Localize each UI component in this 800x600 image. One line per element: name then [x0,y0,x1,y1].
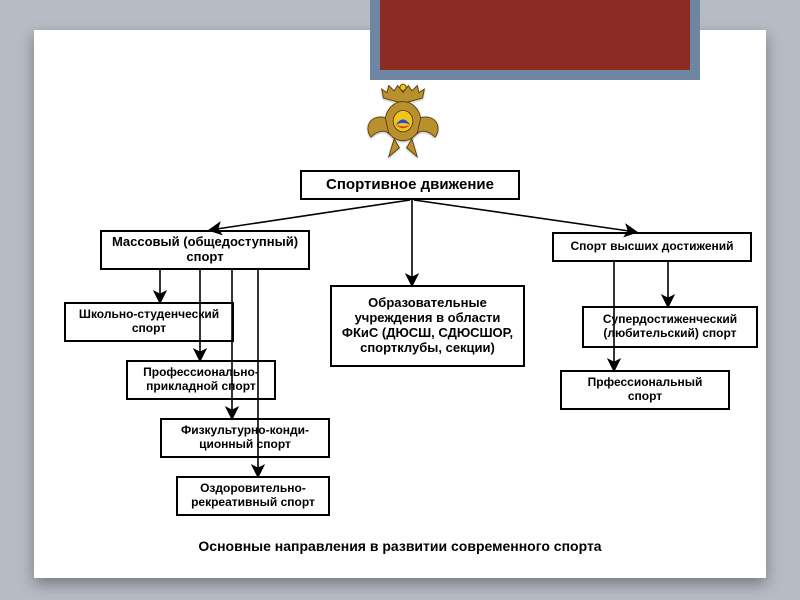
node-conditioning: Физкультурно-конди-ционный спорт [160,418,330,458]
node-label: Физкультурно-конди-ционный спорт [181,424,309,452]
node-label: Школьно-студенческийспорт [79,308,219,336]
node-mass-sport: Массовый (общедоступный)спорт [100,230,310,270]
node-label: Спортивное движение [326,176,494,193]
node-professional: Прфессиональныйспорт [560,370,730,410]
node-label: Прфессиональныйспорт [588,376,703,404]
banner-inner [380,0,690,70]
node-label: Профессионально-прикладной спорт [143,366,259,394]
node-label: Оздоровительно-рекреативный спорт [191,482,315,510]
node-school-student: Школьно-студенческийспорт [64,302,234,342]
diagram-stage: Спортивное движение Массовый (общедоступ… [0,0,800,600]
node-recreational: Оздоровительно-рекреативный спорт [176,476,330,516]
node-root: Спортивное движение [300,170,520,200]
coat-of-arms-icon [358,82,448,162]
node-super-achievement: Супердостиженческий(любительский) спорт [582,306,758,348]
node-professional-applied: Профессионально-прикладной спорт [126,360,276,400]
node-label: Спорт высших достижений [570,240,733,254]
node-label: Массовый (общедоступный)спорт [112,235,298,265]
node-label: Образовательныеучреждения в областиФКиС … [342,296,513,356]
node-high-achievement: Спорт высших достижений [552,232,752,262]
node-label: Супердостиженческий(любительский) спорт [603,313,737,341]
node-educational: Образовательныеучреждения в областиФКиС … [330,285,525,367]
caption-text: Основные направления в развитии современ… [198,538,601,554]
diagram-caption: Основные направления в развитии современ… [160,538,640,554]
